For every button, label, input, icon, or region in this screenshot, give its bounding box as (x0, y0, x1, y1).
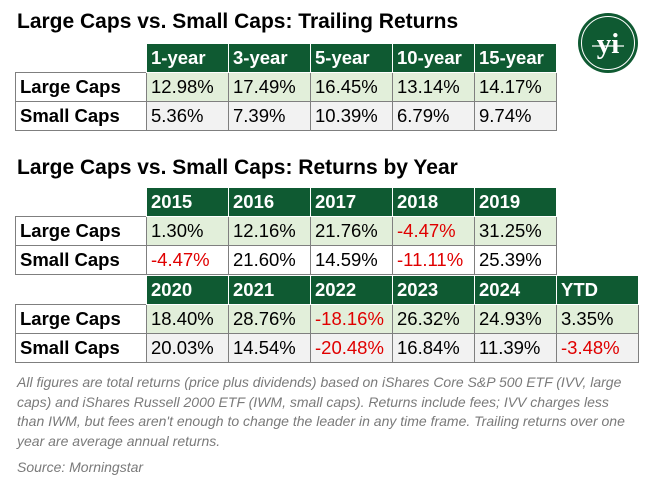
column-header: 2020 (146, 275, 229, 305)
column-header: 2016 (228, 187, 311, 217)
value-cell: -3.48% (556, 333, 639, 363)
value-cell: 21.76% (310, 216, 393, 246)
row-label: Large Caps (15, 304, 147, 334)
source-note: Source: Morningstar (17, 459, 144, 475)
column-header: 2015 (146, 187, 229, 217)
value-cell: 5.36% (146, 101, 229, 131)
value-cell: -4.47% (146, 245, 229, 275)
yi-logo-icon: yi (578, 13, 638, 73)
value-cell: 18.40% (146, 304, 229, 334)
value-cell: 16.84% (392, 333, 475, 363)
row-label: Large Caps (15, 72, 147, 102)
value-cell: 31.25% (474, 216, 557, 246)
returns-by-year-table-2015-2019: 2015 2016 2017 2018 2019 Large Caps 1.30% 12.16… (15, 187, 557, 275)
table-row: Small Caps 20.03% 14.54% -20.48% 16.84% 11.39… (15, 333, 639, 363)
value-cell: 16.45% (310, 72, 393, 102)
value-cell: -18.16% (310, 304, 393, 334)
value-cell: 14.17% (474, 72, 557, 102)
returns-by-year-table-2020-ytd: 2020 2021 2022 2023 2024 YTD Large Caps 18.40% 2… (15, 275, 639, 363)
value-cell: 3.35% (556, 304, 639, 334)
row-label: Small Caps (15, 101, 147, 131)
value-cell: 14.59% (310, 245, 393, 275)
column-header: 2019 (474, 187, 557, 217)
column-header: 2024 (474, 275, 557, 305)
value-cell: 21.60% (228, 245, 311, 275)
empty-corner-cell (16, 44, 147, 73)
row-label: Small Caps (15, 245, 147, 275)
value-cell: 14.54% (228, 333, 311, 363)
value-cell: 9.74% (474, 101, 557, 131)
value-cell: 6.79% (392, 101, 475, 131)
row-label: Small Caps (15, 333, 147, 363)
value-cell: 25.39% (474, 245, 557, 275)
column-header: 3-year (228, 43, 311, 73)
value-cell: -4.47% (392, 216, 475, 246)
row-label: Large Caps (15, 216, 147, 246)
table-row: Small Caps 5.36% 7.39% 10.39% 6.79% 9.74% (15, 101, 557, 131)
value-cell: 17.49% (228, 72, 311, 102)
table-row: Large Caps 18.40% 28.76% -18.16% 26.32% 24.93… (15, 304, 639, 334)
value-cell: 12.16% (228, 216, 311, 246)
table-row: Large Caps 1.30% 12.16% 21.76% -4.47% 31.25% (15, 216, 557, 246)
value-cell: 12.98% (146, 72, 229, 102)
empty-corner-cell (16, 188, 147, 217)
column-header: 15-year (474, 43, 557, 73)
empty-corner-cell (16, 276, 147, 305)
column-header: 2018 (392, 187, 475, 217)
value-cell: -11.11% (392, 245, 475, 275)
value-cell: 28.76% (228, 304, 311, 334)
table-row: Small Caps -4.47% 21.60% 14.59% -11.11% 25.39… (15, 245, 557, 275)
header-row: 1-year 3-year 5-year 10-year 15-year (16, 43, 557, 73)
column-header: 10-year (392, 43, 475, 73)
returns-by-year-title: Large Caps vs. Small Caps: Returns by Ye… (17, 156, 458, 179)
column-header: 2017 (310, 187, 393, 217)
value-cell: 26.32% (392, 304, 475, 334)
column-header: 2023 (392, 275, 475, 305)
value-cell: -20.48% (310, 333, 393, 363)
header-row: 2015 2016 2017 2018 2019 (16, 187, 557, 217)
column-header: 5-year (310, 43, 393, 73)
column-header: YTD (556, 275, 639, 305)
logo-text: yi (597, 28, 620, 60)
value-cell: 24.93% (474, 304, 557, 334)
column-header: 2021 (228, 275, 311, 305)
table-row: Large Caps 12.98% 17.49% 16.45% 13.14% 14.17% (15, 72, 557, 102)
trailing-returns-table: 1-year 3-year 5-year 10-year 15-year Large Ca… (15, 43, 557, 131)
value-cell: 1.30% (146, 216, 229, 246)
value-cell: 7.39% (228, 101, 311, 131)
value-cell: 20.03% (146, 333, 229, 363)
value-cell: 11.39% (474, 333, 557, 363)
header-row: 2020 2021 2022 2023 2024 YTD (16, 275, 639, 305)
column-header: 2022 (310, 275, 393, 305)
value-cell: 10.39% (310, 101, 393, 131)
column-header: 1-year (146, 43, 229, 73)
footnote: All figures are total returns (price plu… (17, 374, 625, 449)
value-cell: 13.14% (392, 72, 475, 102)
trailing-returns-title: Large Caps vs. Small Caps: Trailing Retu… (17, 10, 459, 33)
